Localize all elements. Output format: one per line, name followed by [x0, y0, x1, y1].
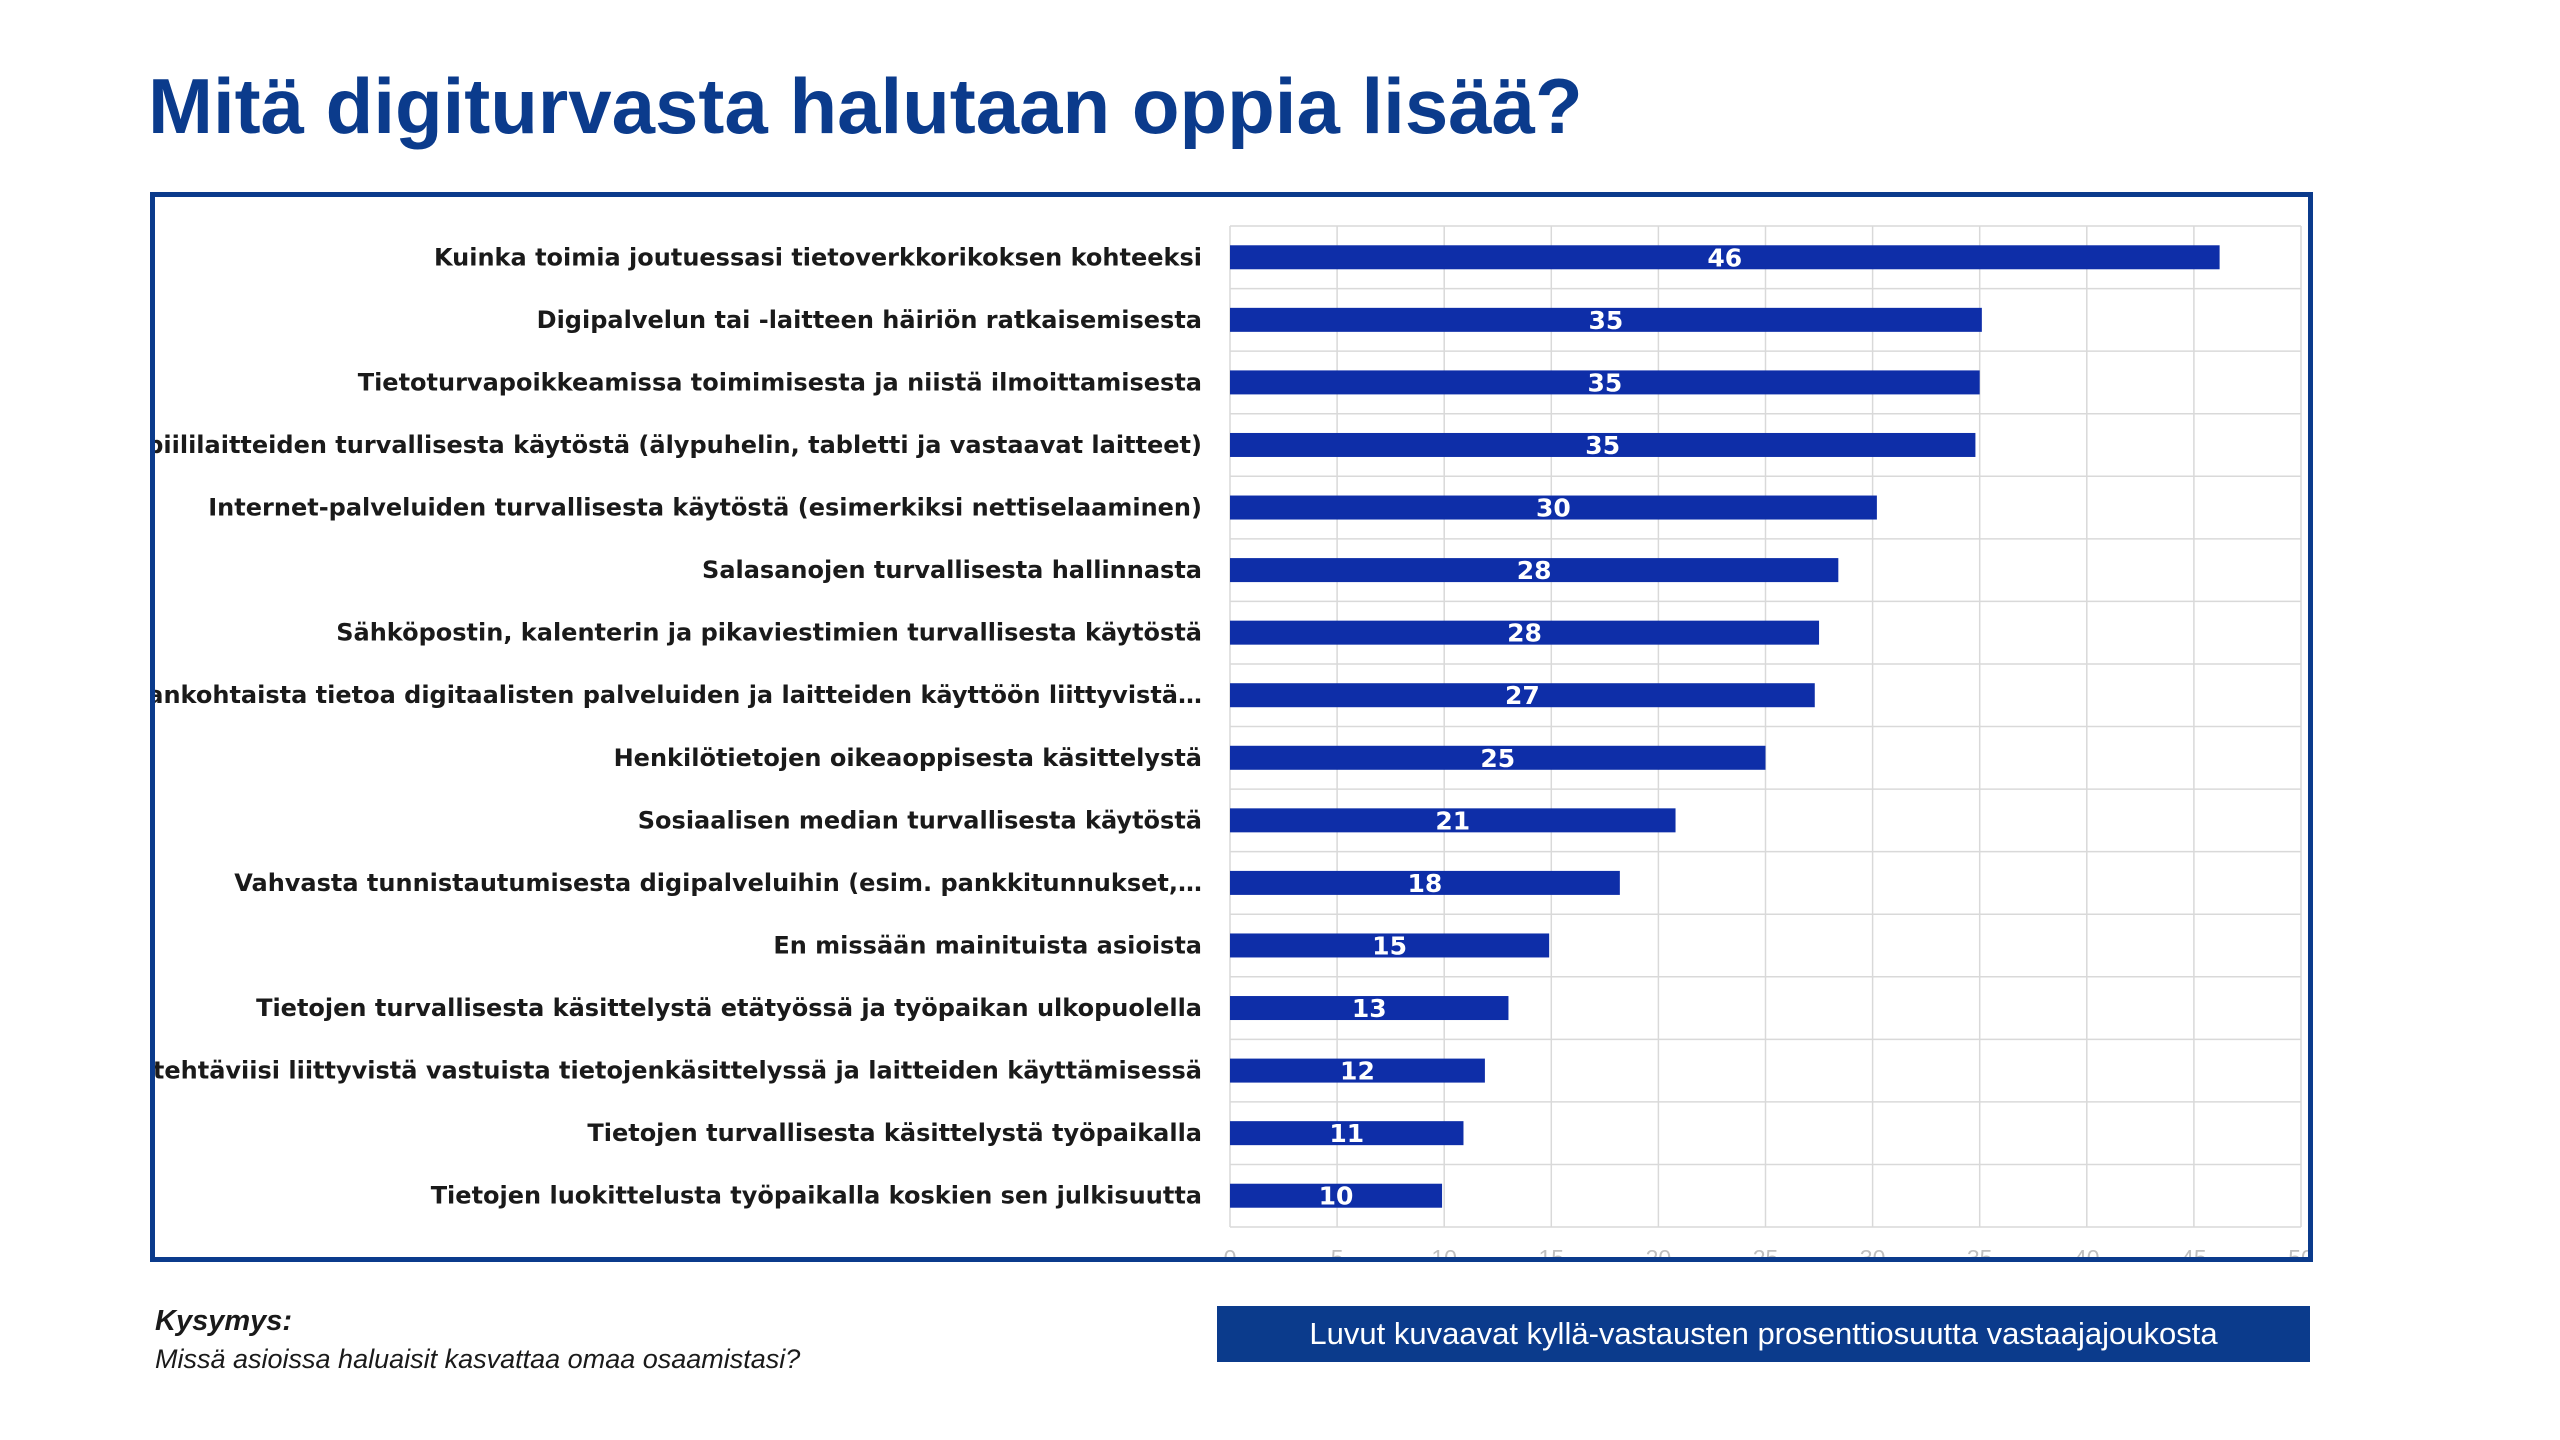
- bar: [1230, 558, 1839, 583]
- x-tick-label: 5: [1331, 1245, 1344, 1257]
- bar: [1230, 870, 1620, 895]
- bar: [1230, 683, 1815, 708]
- category-label: Tietoturvapoikkeamissa toimimisesta ja n…: [358, 368, 1202, 396]
- x-tick-label: 20: [1646, 1245, 1672, 1257]
- x-tick-label: 45: [2181, 1245, 2207, 1257]
- category-label: Vahvasta tunnistautumisesta digipalvelui…: [234, 869, 1202, 897]
- bar: [1230, 307, 1982, 332]
- bar: [1230, 1121, 1464, 1146]
- data-label: 25: [1480, 744, 1515, 773]
- category-label: Digipalvelun tai -laitteen häiriön ratka…: [537, 306, 1202, 334]
- x-tick-label: 40: [2074, 1245, 2100, 1257]
- data-label: 35: [1585, 431, 1620, 460]
- category-label: Tietojen turvallisesta käsittelystä työp…: [587, 1119, 1202, 1147]
- category-label: En missään mainituista asioista: [773, 931, 1202, 959]
- bar: [1230, 1183, 1443, 1208]
- bar: [1230, 245, 2220, 270]
- bar: [1230, 808, 1676, 833]
- data-label: 13: [1352, 994, 1387, 1023]
- data-label: 28: [1507, 619, 1542, 648]
- data-label: 10: [1319, 1182, 1354, 1211]
- data-label: 27: [1505, 681, 1540, 710]
- data-label: 35: [1589, 306, 1624, 335]
- data-label: 30: [1536, 494, 1571, 523]
- x-tick-label: 0: [1224, 1245, 1237, 1257]
- bar: [1230, 432, 1976, 457]
- x-tick-label: 15: [1539, 1245, 1565, 1257]
- note-text: Luvut kuvaavat kyllä-vastausten prosentt…: [1309, 1316, 2218, 1351]
- data-label: 15: [1372, 931, 1407, 960]
- x-tick-label: 10: [1431, 1245, 1457, 1257]
- slide-title: Mitä digiturvasta halutaan oppia lisää?: [148, 62, 1583, 150]
- category-label: Sosiaalisen median turvallisesta käytöst…: [638, 806, 1202, 834]
- question-block: Kysymys: Missä asioissa haluaisit kasvat…: [155, 1303, 800, 1378]
- data-label: 46: [1707, 243, 1742, 272]
- note-box: Luvut kuvaavat kyllä-vastausten prosentt…: [1217, 1306, 2310, 1362]
- category-label: Tietojen turvallisesta käsittelystä etät…: [256, 994, 1202, 1022]
- data-label: 35: [1587, 368, 1622, 397]
- data-label: 18: [1408, 869, 1443, 898]
- question-text: Missä asioissa haluaisit kasvattaa omaa …: [155, 1343, 801, 1374]
- data-label: 28: [1517, 556, 1552, 585]
- data-label: 12: [1340, 1057, 1375, 1086]
- x-tick-label: 25: [1753, 1245, 1779, 1257]
- x-tick-label: 35: [1967, 1245, 1993, 1257]
- bar: [1230, 370, 1980, 395]
- category-label: Henkilötietojen oikeaoppisesta käsittely…: [614, 744, 1202, 772]
- x-tick-label: 50: [2288, 1245, 2308, 1257]
- bar: [1230, 495, 1877, 520]
- question-heading: Kysymys:: [155, 1305, 293, 1337]
- bar: [1230, 620, 1820, 645]
- category-label: Mobiililaitteiden turvallisesta käytöstä…: [155, 431, 1202, 459]
- data-label: 11: [1329, 1119, 1364, 1148]
- bar-chart: 0 5 10 15 20 25 30 35 40 45 50 46 Kuinka toimia jout…: [155, 225, 2308, 1257]
- category-label: Sähköpostin, kalenterin ja pikaviestimie…: [336, 619, 1202, 647]
- category-label: Salasanojen turvallisesta hallinnasta: [702, 556, 1202, 584]
- category-label: Työtehtäviisi liittyvistä vastuista tiet…: [155, 1057, 1202, 1085]
- x-tick-label: 30: [1860, 1245, 1886, 1257]
- category-label: Internet-palveluiden turvallisesta käytö…: [208, 494, 1202, 522]
- category-label: Kuinka toimia joutuessasi tietoverkkorik…: [434, 243, 1202, 271]
- bar: [1230, 933, 1550, 958]
- bar: [1230, 745, 1766, 770]
- category-label: Tietojen luokittelusta työpaikalla koski…: [431, 1182, 1202, 1210]
- data-label: 21: [1435, 806, 1470, 835]
- bar: [1230, 1058, 1485, 1083]
- bar: [1230, 996, 1509, 1021]
- chart-frame: 0 5 10 15 20 25 30 35 40 45 50 46 Kuinka toimia jout…: [150, 192, 2313, 1262]
- category-label: Ajankohtaista tietoa digitaalisten palve…: [155, 681, 1202, 709]
